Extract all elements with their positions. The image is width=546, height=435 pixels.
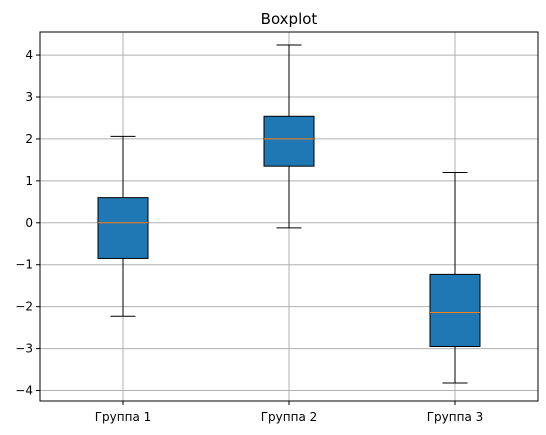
- box-iqr: [97, 197, 149, 259]
- y-tick-label: 0: [25, 216, 33, 230]
- box-group: [97, 135, 149, 317]
- y-tick-label: −1: [15, 258, 33, 272]
- x-tick-label: Группа 2: [261, 410, 318, 424]
- y-axis-ticks: −4 −3 −2 −1 0 1 2 3 4: [15, 48, 40, 398]
- x-tick-label: Группа 3: [427, 410, 484, 424]
- box-iqr: [429, 273, 481, 347]
- y-tick-label: −4: [15, 384, 33, 398]
- box-group: [429, 171, 481, 384]
- y-tick-label: 1: [25, 174, 33, 188]
- y-tick-label: 4: [25, 48, 33, 62]
- box-series: [97, 44, 481, 384]
- y-tick-label: 3: [25, 90, 33, 104]
- x-tick-label: Группа 1: [95, 410, 152, 424]
- chart-title: Boxplot: [261, 10, 318, 28]
- box-group: [263, 44, 315, 229]
- y-tick-label: −3: [15, 342, 33, 356]
- x-axis-ticks: Группа 1 Группа 2 Группа 3: [95, 401, 484, 424]
- y-tick-label: 2: [25, 132, 33, 146]
- box-iqr: [263, 115, 315, 167]
- y-tick-label: −2: [15, 300, 33, 314]
